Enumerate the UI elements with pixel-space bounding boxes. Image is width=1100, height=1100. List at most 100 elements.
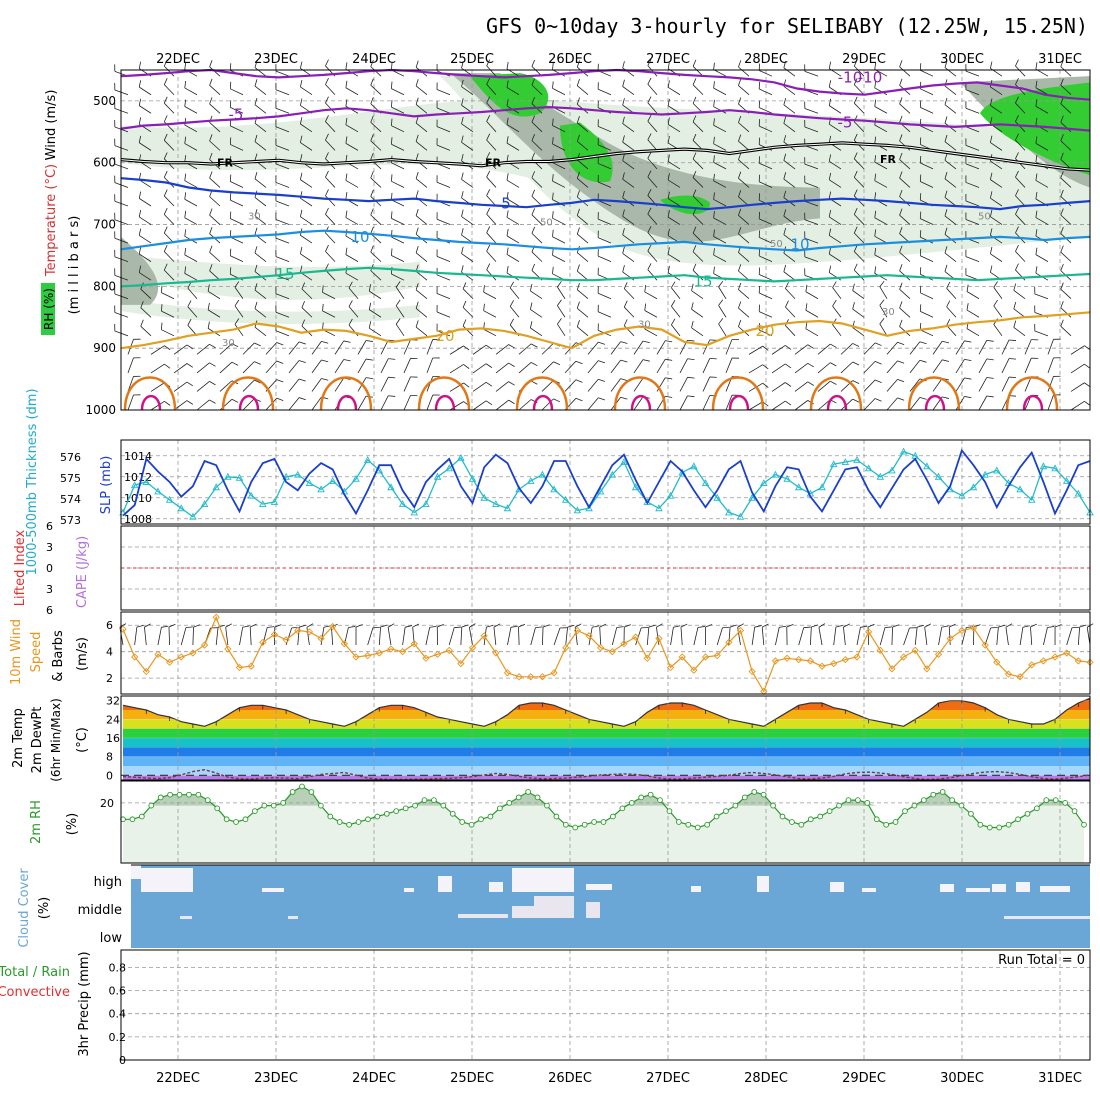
wind-barb — [667, 98, 670, 106]
wind-barb — [828, 172, 832, 180]
rh-point — [864, 800, 871, 806]
wind-barb — [738, 97, 742, 105]
wind-barb — [874, 87, 888, 96]
slp-point — [492, 500, 500, 507]
wind-barb — [388, 358, 396, 360]
wind-barb — [436, 126, 451, 133]
wind-barb — [1015, 195, 1026, 207]
wind-barb — [828, 265, 832, 273]
wind-barb — [738, 264, 742, 272]
run-total-annotation: Run Total = 0 — [998, 953, 1085, 968]
wind-barb — [874, 80, 877, 88]
wind-barb — [387, 627, 392, 646]
wind-barb — [832, 299, 837, 307]
wind-barb — [345, 254, 359, 262]
wind-barb — [986, 377, 994, 379]
wind-barb — [993, 324, 1003, 337]
wind-barb — [254, 252, 267, 262]
wind-barb — [879, 299, 885, 306]
wind-barb — [624, 624, 631, 628]
wind-barb — [713, 210, 715, 219]
wind-speed-point — [678, 653, 686, 661]
wind-barb — [1035, 192, 1038, 200]
wind-barb — [1035, 80, 1038, 88]
pressure-axis-label: (m i l l i b a r s) — [67, 216, 82, 315]
rh-point — [968, 810, 974, 817]
slp-point — [165, 495, 174, 503]
wind-barb — [138, 135, 142, 143]
wind-barb — [557, 323, 566, 337]
rh-point — [939, 789, 946, 795]
slp-point — [829, 460, 838, 468]
wind-barb — [1034, 293, 1049, 300]
wind-barb — [713, 254, 727, 262]
wind-barb — [1060, 66, 1072, 77]
wind-barb — [622, 178, 635, 188]
slp-point — [841, 458, 850, 465]
date-tick-label: 30DEC — [940, 1071, 984, 1086]
wind-barb — [531, 171, 536, 178]
slp-point — [294, 470, 302, 478]
wind-barb — [530, 302, 533, 310]
wind-barb — [368, 302, 372, 310]
slp-point — [981, 470, 989, 478]
wind-speed-point — [1004, 670, 1013, 678]
wind-barb — [161, 304, 163, 312]
rh-point — [591, 819, 597, 825]
wind-barb — [785, 282, 789, 289]
wind-barb — [576, 116, 580, 123]
wind-barb — [225, 623, 233, 628]
wind-barb — [530, 321, 533, 329]
wind-barb — [691, 327, 704, 337]
wind-barb — [254, 264, 258, 272]
wind-barb — [207, 302, 210, 310]
wind-barb — [299, 624, 307, 628]
wind-speed-point — [200, 641, 209, 649]
wind-barb — [909, 360, 921, 374]
wind-barb — [852, 343, 860, 347]
wind-barb — [899, 159, 911, 170]
wind-barb — [242, 625, 250, 628]
wind-barb — [230, 88, 244, 96]
wind-barb — [325, 133, 329, 141]
wind-barb — [738, 252, 750, 262]
precip-tick-label: 0.2 — [109, 1031, 127, 1044]
wind-speed-point — [305, 628, 314, 636]
isotherm-25 — [221, 376, 275, 411]
wind-barb — [493, 623, 501, 628]
slp-point — [631, 483, 640, 491]
isotherm-30 — [728, 394, 750, 411]
wind-barb — [702, 376, 711, 392]
wind-barb — [687, 339, 695, 342]
wind-barb — [783, 116, 787, 124]
wind-barb — [163, 263, 168, 271]
slp-point — [527, 477, 535, 484]
wind-barb — [557, 286, 566, 299]
wind-barb — [1060, 103, 1072, 114]
rh-point — [355, 819, 362, 825]
wind-barb — [531, 263, 536, 271]
wind-barb — [391, 236, 405, 244]
rh-point — [826, 808, 833, 814]
wind-barb — [667, 154, 670, 162]
wind-barb — [325, 170, 329, 178]
wind-barb — [1060, 196, 1072, 207]
wind-barb — [345, 192, 348, 200]
wind-barb — [804, 126, 819, 133]
wind-barb — [1015, 263, 1019, 271]
wind-barb — [828, 247, 832, 255]
wind-barb — [552, 174, 554, 182]
wind-barb — [702, 358, 711, 374]
wind-barb — [552, 217, 566, 225]
wind-barb — [370, 226, 374, 234]
wind-barb — [575, 397, 583, 402]
wind-barb — [647, 77, 652, 85]
wind-barb — [196, 399, 210, 411]
rh-point — [327, 813, 334, 820]
wind-barb — [692, 59, 697, 67]
wind-barb — [368, 284, 372, 292]
wind-barb — [622, 116, 625, 124]
wind-barb — [163, 96, 168, 104]
wind-barb — [368, 321, 372, 329]
wind-barb — [184, 192, 187, 200]
